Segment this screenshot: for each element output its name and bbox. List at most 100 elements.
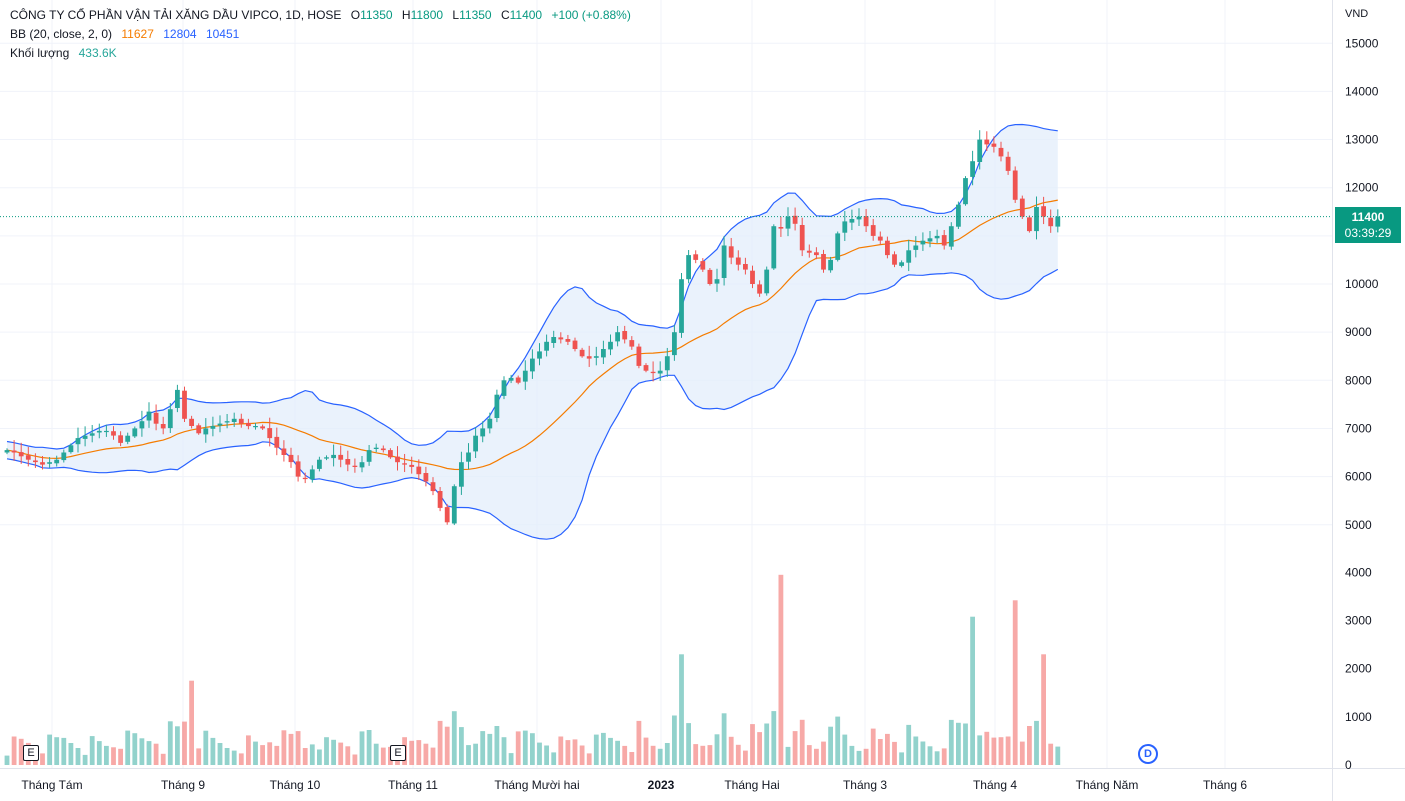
candle-body bbox=[806, 250, 812, 253]
volume-bar bbox=[139, 738, 145, 765]
candle-body bbox=[246, 422, 251, 427]
volume-bar bbox=[601, 732, 606, 765]
ohlc-open: O11350 bbox=[350, 8, 393, 22]
volume-bar bbox=[622, 745, 628, 765]
candle-body bbox=[451, 486, 457, 524]
volume-bar bbox=[828, 726, 833, 765]
candle-body bbox=[927, 238, 933, 242]
volume-bar bbox=[111, 747, 116, 765]
candle-body bbox=[778, 227, 784, 229]
volume-bar bbox=[175, 726, 180, 765]
candle-body bbox=[75, 438, 81, 445]
time-axis-label: Tháng Tám bbox=[21, 778, 82, 792]
volume-bar bbox=[1005, 736, 1011, 765]
candle-body bbox=[721, 245, 727, 278]
volume-bar bbox=[693, 744, 699, 765]
volume-bar bbox=[246, 735, 251, 765]
candle-body bbox=[409, 464, 415, 467]
legend-row-bb[interactable]: BB (20, close, 2, 0) 11627 12804 10451 bbox=[10, 25, 245, 43]
volume-bar bbox=[331, 739, 336, 765]
volume-bar bbox=[565, 740, 571, 765]
volume-bar bbox=[281, 730, 287, 765]
price-axis-label: 8000 bbox=[1345, 373, 1372, 387]
candle-body bbox=[253, 426, 258, 428]
volume-bar bbox=[210, 737, 216, 765]
earnings-marker[interactable]: E bbox=[23, 745, 39, 761]
volume-bar bbox=[906, 724, 912, 765]
candle-body bbox=[402, 463, 407, 465]
legend-row-volume[interactable]: Khối lượng 433.6K bbox=[10, 44, 123, 62]
dividend-marker[interactable]: D bbox=[1138, 744, 1158, 764]
candle-body bbox=[814, 252, 819, 256]
volume-bar bbox=[203, 730, 209, 765]
volume-bar bbox=[167, 721, 173, 765]
candle-body bbox=[735, 257, 741, 265]
candle-body bbox=[104, 430, 109, 433]
candle-body bbox=[991, 143, 997, 147]
candle-body bbox=[153, 412, 159, 424]
volume-bar bbox=[551, 752, 557, 765]
volume-bar bbox=[757, 732, 762, 765]
volume-bar bbox=[707, 745, 713, 765]
candle-body bbox=[11, 450, 17, 453]
volume-bar bbox=[182, 721, 187, 765]
candle-body bbox=[1048, 217, 1054, 227]
bb-label: BB (20, close, 2, 0) bbox=[10, 27, 113, 41]
candle-body bbox=[515, 377, 521, 383]
time-axis-label: Tháng 3 bbox=[843, 778, 887, 792]
volume-bar bbox=[118, 748, 123, 765]
volume-bar bbox=[1019, 741, 1025, 765]
volume-bar bbox=[153, 743, 159, 765]
candle-body bbox=[1055, 216, 1061, 227]
volume-bar bbox=[856, 750, 862, 765]
candle-body bbox=[345, 459, 351, 465]
volume-bar bbox=[47, 734, 52, 765]
candle-body bbox=[892, 254, 897, 265]
volume-bar bbox=[338, 742, 344, 765]
candle-body bbox=[466, 452, 471, 462]
price-axis-label: 13000 bbox=[1345, 133, 1379, 147]
candle-body bbox=[4, 450, 10, 453]
candle-body bbox=[835, 233, 841, 260]
volume-bar bbox=[515, 731, 521, 765]
candle-body bbox=[558, 337, 564, 340]
earnings-marker[interactable]: E bbox=[390, 745, 406, 761]
candle-body bbox=[338, 454, 344, 460]
candle-body bbox=[182, 390, 187, 419]
candle-body bbox=[941, 235, 947, 246]
candle-body bbox=[295, 461, 301, 477]
volume-bar bbox=[544, 745, 549, 765]
candle-body bbox=[799, 225, 805, 251]
time-axis-label: Tháng 11 bbox=[388, 778, 438, 792]
ohlc-change: +100 (+0.88%) bbox=[551, 8, 631, 22]
volume-axis-label: 0 bbox=[1345, 758, 1352, 772]
last-price-tag: 11400 03:39:29 bbox=[1335, 207, 1401, 243]
candle-body bbox=[416, 466, 422, 475]
candle-body bbox=[643, 365, 649, 371]
candle-body bbox=[728, 246, 734, 258]
volume-bar bbox=[89, 736, 95, 765]
candle-body bbox=[444, 507, 450, 523]
volume-bar bbox=[132, 733, 138, 765]
candle-body bbox=[679, 279, 684, 333]
volume-bar bbox=[842, 734, 848, 765]
price-axis-label: 7000 bbox=[1345, 421, 1372, 435]
candle-body bbox=[650, 371, 656, 374]
candle-body bbox=[743, 264, 748, 270]
volume-bar bbox=[664, 743, 670, 765]
volume-bar bbox=[4, 755, 10, 765]
volume-bar bbox=[956, 722, 961, 765]
price-axis-label: 10000 bbox=[1345, 277, 1379, 291]
candle-body bbox=[125, 435, 131, 442]
volume-bar bbox=[586, 753, 592, 765]
candle-body bbox=[842, 221, 848, 233]
candle-body bbox=[146, 411, 152, 421]
candle-body bbox=[906, 250, 912, 263]
volume-bar bbox=[672, 715, 677, 765]
candle-body bbox=[317, 459, 322, 469]
candle-body bbox=[608, 341, 613, 350]
candle-body bbox=[260, 426, 265, 429]
volume-bar bbox=[558, 736, 564, 765]
volume-bar bbox=[430, 747, 436, 765]
